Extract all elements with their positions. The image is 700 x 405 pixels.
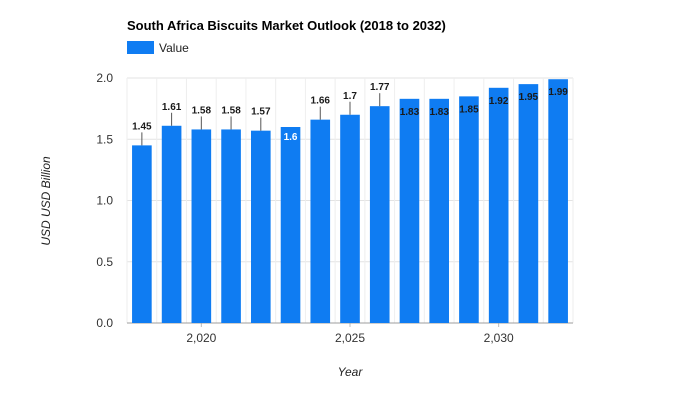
bars-layer — [132, 79, 568, 324]
chart-title: South Africa Biscuits Market Outlook (20… — [127, 18, 446, 33]
bar — [518, 84, 539, 323]
bar — [280, 127, 301, 323]
data-label: 1.85 — [459, 104, 479, 115]
x-axis-title: Year — [338, 365, 364, 379]
bar — [221, 129, 241, 323]
bar — [399, 98, 420, 323]
data-label: 1.77 — [370, 82, 390, 93]
y-axis-title: USD USD Billion — [39, 156, 53, 246]
data-label: 1.45 — [132, 121, 152, 132]
bar — [488, 87, 509, 323]
data-label: 1.58 — [192, 105, 212, 116]
x-tick-label: 2,020 — [186, 331, 216, 345]
bar — [161, 125, 182, 324]
data-label: 1.7 — [343, 91, 357, 102]
data-labels: 1.45 1.61 1.58 1.58 1.57 1.6 1.66 1.7 1.77 1.83 1.… — [132, 82, 568, 146]
data-label: 1.95 — [519, 92, 539, 103]
bar — [429, 98, 450, 323]
data-label: 1.61 — [162, 102, 182, 113]
x-tick-label: 2,030 — [484, 331, 514, 345]
y-tick-label: 0.5 — [96, 255, 113, 269]
bar — [191, 129, 212, 323]
bar — [250, 130, 271, 323]
data-label: 1.66 — [311, 96, 331, 107]
x-tick-label: 2,025 — [335, 331, 365, 345]
data-label: 1.6 — [284, 132, 298, 143]
bar — [459, 96, 479, 323]
bar — [132, 145, 152, 323]
y-tick-label: 2.0 — [96, 71, 113, 85]
y-tick-labels: 0.0 0.5 1.0 1.5 2.0 — [96, 71, 113, 330]
data-label: 1.58 — [221, 105, 241, 116]
data-label: 1.83 — [400, 107, 420, 118]
data-label: 1.99 — [548, 87, 568, 98]
bar — [548, 79, 568, 323]
bar — [340, 114, 360, 323]
y-tick-label: 1.0 — [96, 194, 113, 208]
bar — [310, 119, 331, 324]
data-label: 1.92 — [489, 96, 509, 107]
y-tick-label: 1.5 — [96, 132, 113, 146]
legend-label: Value — [159, 41, 189, 55]
x-tick-labels: 2,020 2,025 2,030 — [186, 331, 514, 345]
bar — [369, 106, 390, 323]
y-tick-label: 0.0 — [96, 316, 113, 330]
data-label: 1.83 — [429, 107, 449, 118]
legend-swatch — [127, 41, 154, 54]
data-label: 1.57 — [251, 107, 271, 118]
